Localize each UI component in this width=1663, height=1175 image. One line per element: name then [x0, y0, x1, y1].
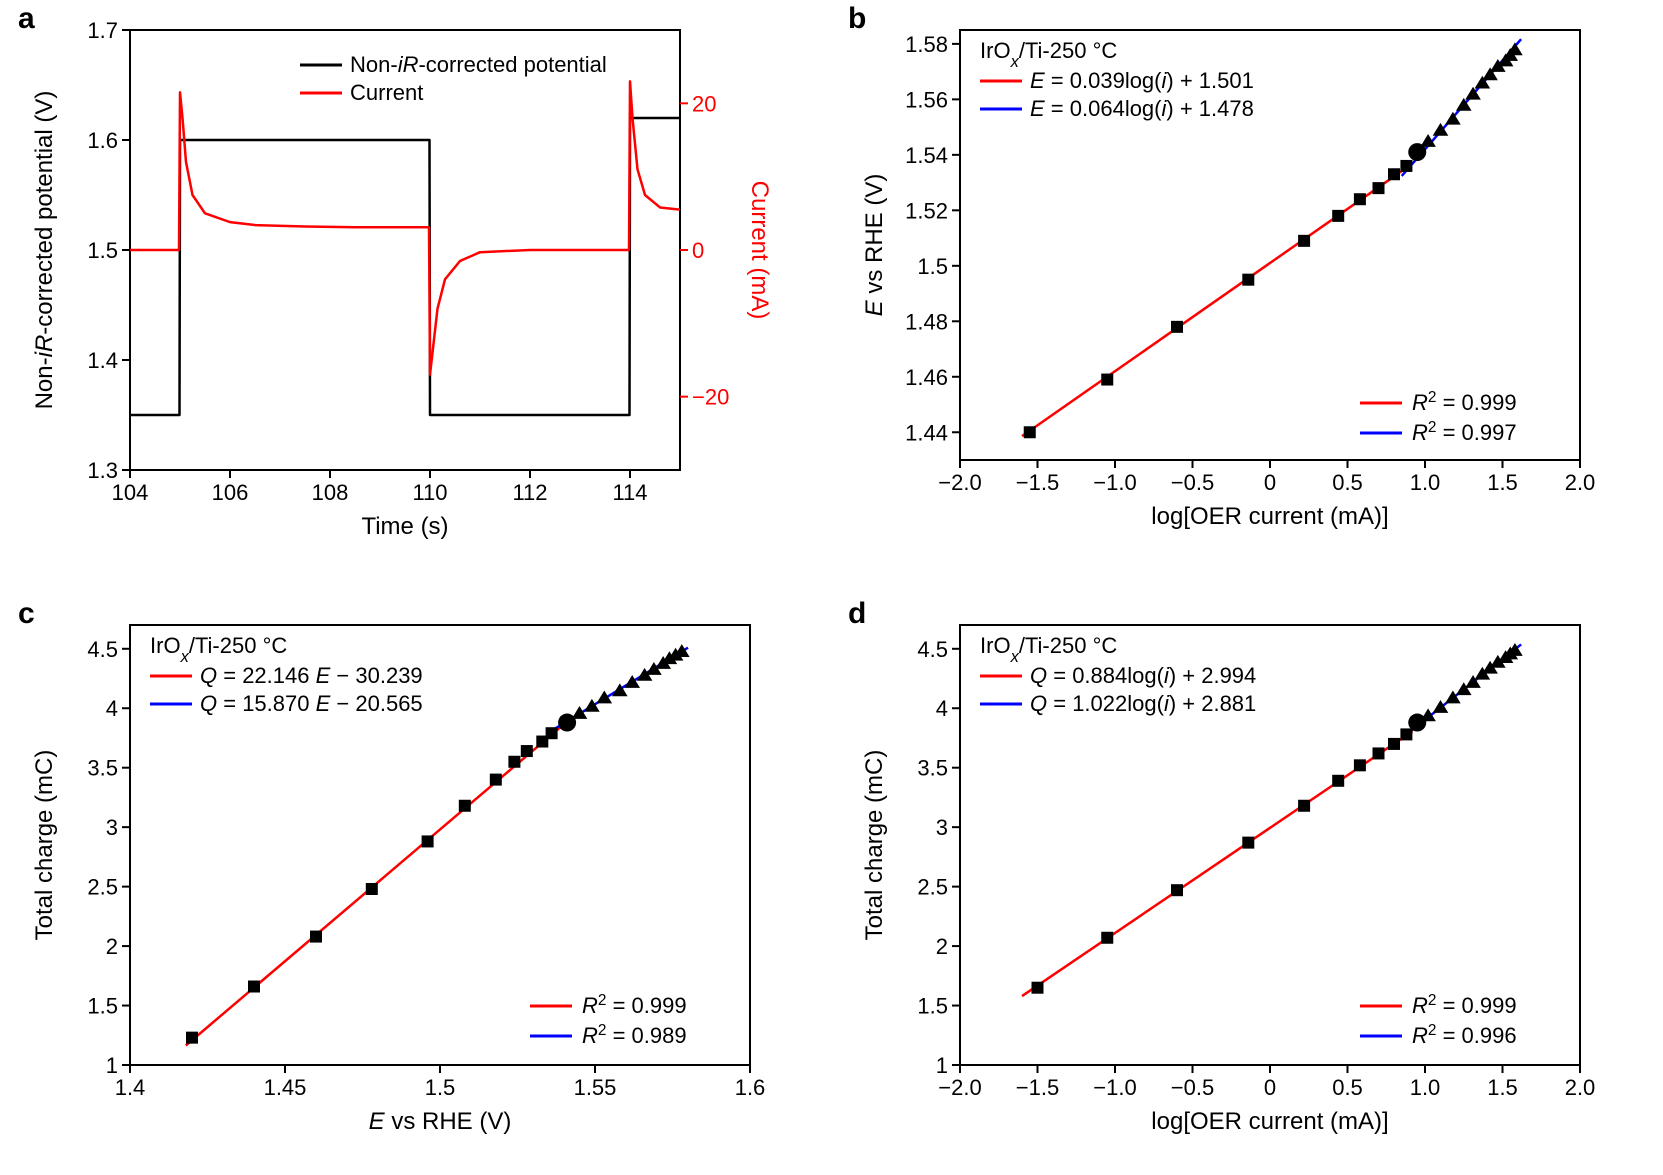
svg-text:Time (s): Time (s) — [361, 513, 448, 540]
svg-text:0: 0 — [692, 238, 704, 263]
svg-text:c: c — [18, 597, 35, 630]
svg-text:Total charge (mC): Total charge (mC) — [861, 750, 888, 941]
svg-text:1.0: 1.0 — [1410, 470, 1441, 495]
svg-text:−1.0: −1.0 — [1093, 470, 1136, 495]
svg-text:1.7: 1.7 — [87, 18, 118, 43]
svg-text:−1.5: −1.5 — [1016, 470, 1059, 495]
svg-text:0: 0 — [1264, 470, 1276, 495]
svg-text:Q = 22.146 E − 30.239: Q = 22.146 E − 30.239 — [200, 663, 423, 688]
svg-text:1.6: 1.6 — [87, 128, 118, 153]
svg-text:1.0: 1.0 — [1410, 1075, 1441, 1100]
svg-text:110: 110 — [412, 480, 447, 505]
svg-text:104: 104 — [112, 480, 149, 505]
svg-text:0.5: 0.5 — [1332, 470, 1363, 495]
svg-text:4: 4 — [936, 696, 948, 721]
svg-text:1.55: 1.55 — [574, 1075, 617, 1100]
svg-text:3: 3 — [106, 815, 118, 840]
panel-c: c 1.4 1.45 1.5 1.55 1.6 1 1.5 2 2.5 3 3.5 4 4.5 E vs R… — [10, 595, 810, 1160]
svg-text:4.5: 4.5 — [917, 637, 948, 662]
figure-root: a1041061081101121141.31.41.51.61.7−20020… — [0, 0, 1663, 1175]
svg-text:Non-iR-corrected potential (V): Non-iR-corrected potential (V) — [31, 91, 58, 410]
svg-text:1.54: 1.54 — [905, 143, 948, 168]
panel-b: b −2.0 −1.5 −1.0 −0.5 0 0.5 1.0 1.5 2.0 1.44 1.46 1.… — [840, 0, 1640, 540]
svg-text:0.5: 0.5 — [1332, 1075, 1363, 1100]
svg-text:−1.0: −1.0 — [1093, 1075, 1136, 1100]
svg-text:1.52: 1.52 — [905, 198, 948, 223]
svg-text:R2 = 0.997: R2 = 0.997 — [1412, 419, 1517, 446]
svg-text:1.3: 1.3 — [87, 458, 118, 483]
svg-text:1.5: 1.5 — [917, 254, 948, 279]
svg-text:1.5: 1.5 — [1487, 1075, 1518, 1100]
panel-d: d −2.0 −1.5 −1.0 −0.5 0 0.5 1.0 1.5 2.0 1 1.5 2 2.5 3 3… — [840, 595, 1640, 1160]
svg-text:IrOx/Ti-250 °C: IrOx/Ti-250 °C — [980, 38, 1117, 71]
svg-text:20: 20 — [692, 91, 716, 116]
svg-text:114: 114 — [612, 480, 647, 505]
svg-text:Q = 0.884log(i) + 2.994: Q = 0.884log(i) + 2.994 — [1030, 663, 1256, 688]
svg-text:3.5: 3.5 — [917, 756, 948, 781]
svg-text:Q = 15.870 E − 20.565: Q = 15.870 E − 20.565 — [200, 691, 423, 716]
svg-text:R2 = 0.999: R2 = 0.999 — [1412, 389, 1517, 416]
svg-text:1: 1 — [936, 1053, 948, 1078]
svg-text:IrOx/Ti-250 °C: IrOx/Ti-250 °C — [150, 633, 287, 666]
svg-text:1.5: 1.5 — [87, 994, 118, 1019]
svg-text:R2 = 0.999: R2 = 0.999 — [1412, 992, 1517, 1019]
svg-text:−0.5: −0.5 — [1171, 470, 1214, 495]
svg-text:E vs RHE (V): E vs RHE (V) — [369, 1108, 512, 1135]
svg-text:1.46: 1.46 — [905, 365, 948, 390]
svg-text:1.4: 1.4 — [87, 348, 118, 373]
svg-text:106: 106 — [212, 480, 249, 505]
svg-text:4: 4 — [106, 696, 118, 721]
svg-text:R2 = 0.999: R2 = 0.999 — [582, 992, 687, 1019]
svg-text:1.48: 1.48 — [905, 309, 948, 334]
svg-text:Current (mA): Current (mA) — [746, 181, 773, 320]
svg-text:108: 108 — [312, 480, 349, 505]
svg-text:2: 2 — [106, 934, 118, 959]
svg-text:1.56: 1.56 — [905, 87, 948, 112]
panel-a: a 104 106 108 110 112 114 1.3 1.4 1.5 1.6 1.7 −20 0 20… — [10, 0, 780, 540]
svg-text:2.5: 2.5 — [87, 875, 118, 900]
svg-text:Non-iR-corrected potential: Non-iR-corrected potential — [350, 52, 607, 77]
svg-text:log[OER current (mA)]: log[OER current (mA)] — [1151, 503, 1388, 530]
svg-text:Current: Current — [350, 80, 423, 105]
svg-text:R2 = 0.989: R2 = 0.989 — [582, 1022, 687, 1049]
svg-text:2.0: 2.0 — [1565, 470, 1596, 495]
svg-text:1: 1 — [106, 1053, 118, 1078]
svg-text:4.5: 4.5 — [87, 637, 118, 662]
svg-text:E = 0.064log(i) + 1.478: E = 0.064log(i) + 1.478 — [1030, 96, 1254, 121]
svg-text:E vs RHE (V): E vs RHE (V) — [861, 174, 888, 317]
svg-text:1.4: 1.4 — [115, 1075, 146, 1100]
svg-text:Total charge (mC): Total charge (mC) — [31, 750, 58, 941]
svg-text:1.58: 1.58 — [905, 32, 948, 57]
svg-text:R2 = 0.996: R2 = 0.996 — [1412, 1022, 1517, 1049]
svg-text:3: 3 — [936, 815, 948, 840]
svg-text:−20: −20 — [692, 385, 729, 410]
svg-text:−2.0: −2.0 — [938, 1075, 981, 1100]
svg-text:IrOx/Ti-250 °C: IrOx/Ti-250 °C — [980, 633, 1117, 666]
svg-text:b: b — [848, 2, 866, 35]
svg-text:1.45: 1.45 — [264, 1075, 307, 1100]
svg-text:1.5: 1.5 — [87, 238, 118, 263]
svg-text:2.5: 2.5 — [917, 875, 948, 900]
svg-text:1.6: 1.6 — [735, 1075, 766, 1100]
svg-text:2: 2 — [936, 934, 948, 959]
svg-text:112: 112 — [512, 480, 547, 505]
svg-text:−0.5: −0.5 — [1171, 1075, 1214, 1100]
svg-text:1.5: 1.5 — [917, 994, 948, 1019]
svg-text:Q = 1.022log(i) + 2.881: Q = 1.022log(i) + 2.881 — [1030, 691, 1256, 716]
svg-text:log[OER current (mA)]: log[OER current (mA)] — [1151, 1108, 1388, 1135]
svg-text:3.5: 3.5 — [87, 756, 118, 781]
svg-text:a: a — [18, 2, 35, 35]
svg-text:1.44: 1.44 — [905, 420, 948, 445]
svg-text:d: d — [848, 597, 866, 630]
svg-text:1.5: 1.5 — [425, 1075, 456, 1100]
svg-text:1.5: 1.5 — [1487, 470, 1518, 495]
svg-text:0: 0 — [1264, 1075, 1276, 1100]
svg-text:−2.0: −2.0 — [938, 470, 981, 495]
svg-text:2.0: 2.0 — [1565, 1075, 1596, 1100]
svg-text:−1.5: −1.5 — [1016, 1075, 1059, 1100]
svg-text:E = 0.039log(i) + 1.501: E = 0.039log(i) + 1.501 — [1030, 68, 1254, 93]
